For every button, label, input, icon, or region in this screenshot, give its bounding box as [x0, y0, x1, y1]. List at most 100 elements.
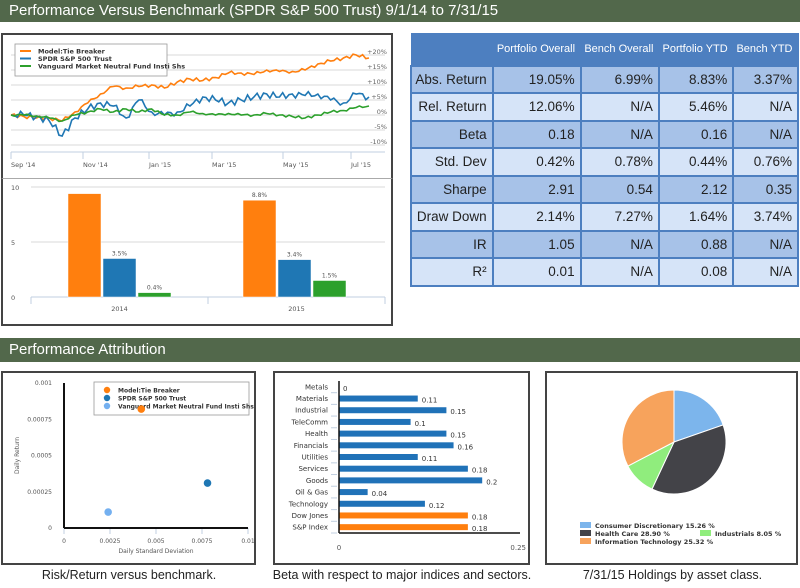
line-series-1	[10, 90, 370, 137]
stats-cell: 1.64%	[657, 202, 735, 232]
line-legend-label: SPDR S&P 500 Trust	[38, 55, 112, 63]
scatter-x-label: Daily Standard Deviation	[119, 548, 194, 555]
bar-1	[102, 258, 137, 298]
scatter-y-tick-label: 0	[48, 525, 52, 532]
scatter-legend-label: Model:Tie Breaker	[118, 388, 180, 395]
stats-cell: 1.05	[491, 229, 582, 259]
bar-y-tick-label: 0	[11, 294, 15, 302]
pie-legend-label: Health Care 28.90 %	[595, 530, 670, 538]
beta-data-label: 0.16	[458, 443, 474, 451]
beta-data-label: 0	[343, 385, 347, 393]
bar-data-label: 3.4%	[287, 252, 303, 259]
stats-header-cell: Bench YTD	[732, 33, 799, 66]
beta-bar	[339, 500, 425, 507]
stats-cell: 12.06%	[491, 92, 582, 122]
beta-bar	[339, 489, 368, 496]
line-legend-label: Vanguard Market Neutral Fund Insti Shs	[38, 63, 185, 71]
bar-0	[67, 193, 102, 298]
bar-x-tick-label: 2015	[288, 305, 305, 313]
stats-cell: 0.08	[657, 257, 735, 287]
beta-category-label: Goods	[306, 477, 328, 485]
bar-1	[277, 259, 312, 298]
stats-row: Rel. Return 12.06% N/A 5.46% N/A	[410, 92, 799, 122]
scatter-y-tick-label: 0.00025	[27, 489, 52, 496]
stats-cell: 3.74%	[732, 202, 799, 232]
line-y-tick-label: -10%	[370, 138, 387, 146]
stats-cell: 2.12	[657, 174, 735, 204]
scatter-legend-box	[93, 381, 250, 416]
stats-cell: 8.83%	[657, 64, 735, 94]
stats-header-cell	[410, 33, 494, 66]
bar-y-tick-label: 10	[11, 184, 19, 192]
performance-line-chart: +20% +15% +10% +5% 0% -5% -10% Sep '14 Nov '14 Ja…	[1, 33, 393, 180]
beta-category-label: Services	[298, 465, 328, 473]
stats-cell: 7.27%	[579, 202, 660, 232]
beta-bar	[339, 430, 447, 437]
scatter-chart-svg: 0 0.00025 0.0005 0.00075 0.001 0 0.0025 0.005 0.…	[14, 380, 255, 555]
beta-data-label: 0.2	[486, 478, 497, 486]
stats-cell: N/A	[732, 119, 799, 149]
stats-row: R² 0.01 N/A 0.08 N/A	[410, 257, 799, 287]
scatter-y-tick-label: 0.001	[35, 380, 52, 387]
pie-legend-swatch	[580, 530, 591, 536]
beta-category-label: Health	[305, 430, 328, 438]
beta-bar	[339, 454, 418, 460]
stats-cell: 0.16	[657, 119, 735, 149]
performance-header: Performance Versus Benchmark (SPDR S&P 5…	[0, 0, 800, 22]
bar-data-label: 0.4%	[147, 285, 163, 292]
bar-0	[242, 199, 277, 298]
line-x-tick-label: Jan '15	[148, 161, 171, 169]
risk-return-scatter: 0 0.00025 0.0005 0.00075 0.001 0 0.0025 0.005 0.…	[1, 371, 256, 565]
pie-slice	[621, 389, 675, 467]
beta-bar	[339, 442, 454, 449]
beta-category-label: Materials	[296, 395, 328, 403]
beta-data-label: 0.18	[472, 467, 488, 475]
stats-cell: 0.42%	[491, 147, 582, 177]
bar-2	[312, 280, 347, 298]
stats-cell: 2.14%	[491, 202, 582, 232]
pie-caption: 7/31/15 Holdings by asset class.	[582, 568, 763, 582]
beta-bar	[339, 512, 468, 519]
line-y-tick-label: +15%	[367, 63, 387, 71]
line-y-tick-label: -5%	[374, 123, 387, 131]
scatter-legend-marker	[103, 402, 111, 410]
line-y-tick-label: +5%	[371, 93, 387, 101]
stats-row: Std. Dev 0.42% 0.78% 0.44% 0.76%	[410, 147, 799, 177]
attribution-header: Performance Attribution	[0, 338, 800, 362]
stats-cell: 0.44%	[657, 147, 735, 177]
stats-header-cell: Portfolio Overall	[492, 33, 582, 66]
line-y-tick-label: +10%	[367, 78, 387, 86]
stats-cell: 0.35	[732, 174, 799, 204]
beta-category-label: Utilities	[302, 454, 329, 462]
scatter-legend-label: SPDR S&P 500 Trust	[118, 396, 186, 403]
pie-legend-label: Consumer Discretionary 15.26 %	[595, 522, 715, 530]
beta-data-label: 0.1	[415, 420, 426, 428]
bar-y-tick-label: 5	[11, 239, 15, 247]
beta-chart-svg: Metals 0 Materials 0.11 Industrial 0.15 TeleCo…	[288, 381, 526, 552]
stats-cell: N/A	[579, 229, 660, 259]
scatter-legend-marker	[103, 386, 111, 394]
pie-legend-label: Industrials 8.05 %	[715, 530, 782, 538]
line-x-tick-label: Mar '15	[212, 161, 236, 169]
stats-row-label: Std. Dev	[410, 147, 494, 177]
beta-bar-chart: Metals 0 Materials 0.11 Industrial 0.15 TeleCo…	[273, 371, 530, 565]
scatter-y-tick-label: 0.0005	[31, 453, 52, 460]
scatter-x-tick-label: 0.005	[147, 538, 164, 545]
stats-row-label: Beta	[410, 119, 494, 149]
scatter-x-tick-label: 0	[62, 538, 66, 545]
stats-header-cell: Bench Overall	[580, 33, 660, 66]
beta-bar	[339, 407, 447, 414]
beta-data-label: 0.15	[450, 432, 466, 440]
beta-category-label: Financials	[294, 442, 329, 450]
stats-table: Portfolio Overall Bench Overall Portfoli…	[410, 33, 799, 287]
stats-row: Draw Down 2.14% 7.27% 1.64% 3.74%	[410, 202, 799, 232]
line-series-2	[10, 105, 370, 123]
beta-data-label: 0.15	[450, 408, 466, 416]
pie-legend-swatch	[580, 522, 591, 528]
line-x-tick-label: Sep '14	[11, 161, 35, 169]
stats-row-label: IR	[410, 229, 494, 259]
stats-cell: N/A	[732, 257, 799, 287]
beta-data-label: 0.11	[422, 397, 438, 405]
stats-header-cell: Portfolio YTD	[658, 33, 734, 66]
beta-data-label: 0.18	[472, 513, 488, 521]
